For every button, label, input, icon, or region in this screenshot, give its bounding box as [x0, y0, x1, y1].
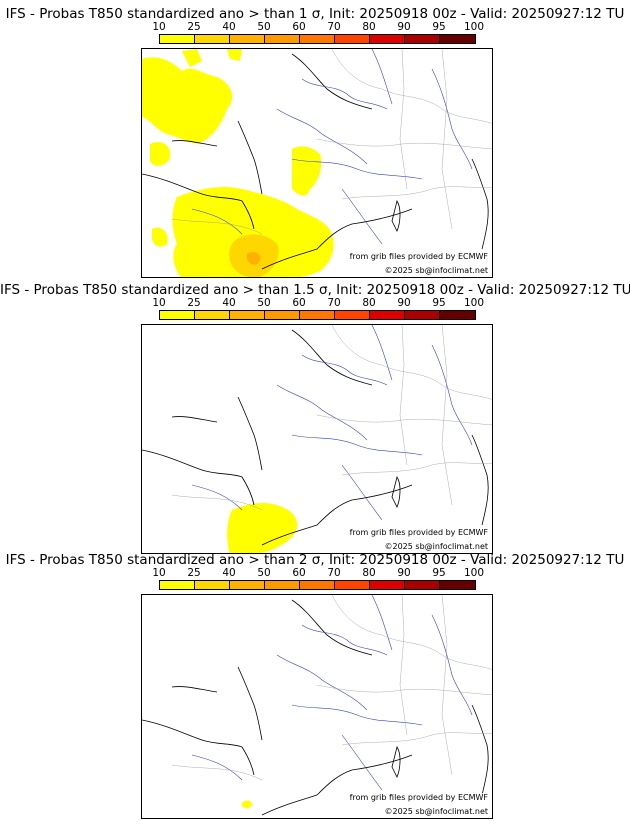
- color-bar-segment: [370, 311, 405, 319]
- color-bar-segment: [440, 311, 475, 319]
- panel-3: IFS - Probas T850 standardized ano > tha…: [0, 546, 630, 819]
- scale-tick: 10: [152, 297, 166, 309]
- color-bar-segment: [440, 35, 475, 43]
- scale-tick: 10: [152, 567, 166, 579]
- scale-tick: 60: [292, 21, 306, 33]
- color-bar-segment: [195, 35, 230, 43]
- panel-2: IFS - Probas T850 standardized ano > tha…: [0, 276, 630, 554]
- rivers: [191, 49, 473, 245]
- source-credit: from grib files provided by ECMWF: [349, 252, 488, 261]
- color-scale: 10 25 40 50 60 70 80 90 95 100: [152, 21, 484, 44]
- scale-tick: 25: [187, 567, 201, 579]
- scale-tick: 70: [327, 567, 341, 579]
- scale-tick: 90: [397, 567, 411, 579]
- probability-fill: [242, 800, 252, 809]
- color-bar-segment: [405, 35, 440, 43]
- color-bar-segment: [160, 581, 195, 589]
- scale-tick: 10: [152, 21, 166, 33]
- color-bar-segment: [370, 581, 405, 589]
- color-bar-segment: [300, 581, 335, 589]
- panel-title: IFS - Probas T850 standardized ano > tha…: [5, 552, 625, 568]
- copyright-credit: ©2025 sb@infoclimat.net: [384, 542, 488, 551]
- rivers: [191, 595, 473, 791]
- map-frame: from grib files provided by ECMWF ©2025 …: [141, 324, 493, 554]
- scale-tick: 70: [327, 297, 341, 309]
- panel-1: IFS - Probas T850 standardized ano > tha…: [0, 0, 630, 278]
- copyright-credit: ©2025 sb@infoclimat.net: [384, 266, 488, 275]
- map-frame: from grib files provided by ECMWF ©2025 …: [141, 594, 493, 819]
- color-bar-segment: [160, 311, 195, 319]
- color-bar-segment: [335, 581, 370, 589]
- probability-fill: [142, 49, 334, 277]
- color-bar-segment: [300, 311, 335, 319]
- scale-tick: 50: [257, 567, 271, 579]
- borders: [171, 325, 492, 511]
- color-scale: 10 25 40 50 60 70 80 90 95 100: [152, 297, 484, 320]
- scale-tick: 90: [397, 21, 411, 33]
- scale-tick: 60: [292, 567, 306, 579]
- scale-tick: 95: [432, 21, 446, 33]
- borders: [171, 49, 492, 235]
- source-credit: from grib files provided by ECMWF: [349, 528, 488, 537]
- scale-tick: 25: [187, 297, 201, 309]
- color-bar-segment: [405, 311, 440, 319]
- color-bar-segment: [160, 35, 195, 43]
- scale-tick: 100: [463, 297, 485, 309]
- color-bar-segment: [335, 35, 370, 43]
- rivers: [191, 325, 473, 521]
- scale-tick: 95: [432, 567, 446, 579]
- color-bar: [159, 580, 476, 590]
- panel-title: IFS - Probas T850 standardized ano > tha…: [0, 282, 630, 298]
- probability-fill: [227, 503, 298, 553]
- map-canvas: [142, 325, 492, 553]
- scale-tick: 90: [397, 297, 411, 309]
- scale-tick: 50: [257, 297, 271, 309]
- color-bar-segment: [195, 581, 230, 589]
- color-bar: [159, 310, 476, 320]
- color-bar-segment: [265, 311, 300, 319]
- scale-tick: 50: [257, 21, 271, 33]
- scale-tick: 100: [463, 21, 485, 33]
- color-bar-segment: [230, 581, 265, 589]
- scale-tick: 80: [362, 21, 376, 33]
- color-bar-segment: [440, 581, 475, 589]
- color-bar-segment: [230, 35, 265, 43]
- scale-tick: 95: [432, 297, 446, 309]
- color-bar-segment: [300, 35, 335, 43]
- borders: [171, 595, 492, 781]
- coastline: [142, 599, 489, 816]
- color-bar-segment: [195, 311, 230, 319]
- color-bar-segment: [335, 311, 370, 319]
- coastline: [142, 329, 489, 546]
- color-bar-segment: [230, 311, 265, 319]
- scale-tick: 80: [362, 297, 376, 309]
- scale-tick: 70: [327, 21, 341, 33]
- scale-tick: 100: [463, 567, 485, 579]
- color-scale: 10 25 40 50 60 70 80 90 95 100: [152, 567, 484, 590]
- scale-tick: 40: [222, 21, 236, 33]
- panel-title: IFS - Probas T850 standardized ano > tha…: [5, 6, 625, 22]
- source-credit: from grib files provided by ECMWF: [349, 793, 488, 802]
- copyright-credit: ©2025 sb@infoclimat.net: [384, 807, 488, 816]
- color-bar: [159, 34, 476, 44]
- scale-tick: 25: [187, 21, 201, 33]
- color-bar-segment: [370, 35, 405, 43]
- map-canvas: [142, 595, 492, 816]
- map-frame: from grib files provided by ECMWF ©2025 …: [141, 48, 493, 278]
- color-bar-segment: [265, 35, 300, 43]
- scale-tick: 40: [222, 567, 236, 579]
- scale-tick: 80: [362, 567, 376, 579]
- scale-tick: 60: [292, 297, 306, 309]
- color-bar-segment: [265, 581, 300, 589]
- coastline: [142, 53, 489, 270]
- map-canvas: [142, 49, 492, 277]
- scale-tick: 40: [222, 297, 236, 309]
- color-bar-segment: [405, 581, 440, 589]
